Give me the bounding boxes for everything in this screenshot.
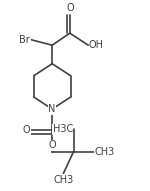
Text: O: O (66, 3, 74, 13)
Text: CH3: CH3 (53, 175, 73, 185)
Text: O: O (22, 125, 30, 135)
Text: O: O (48, 140, 56, 150)
Text: CH3: CH3 (95, 147, 115, 157)
Text: H3C: H3C (52, 125, 73, 134)
Text: OH: OH (89, 40, 104, 50)
Text: N: N (48, 104, 56, 114)
Text: Br: Br (19, 35, 30, 45)
